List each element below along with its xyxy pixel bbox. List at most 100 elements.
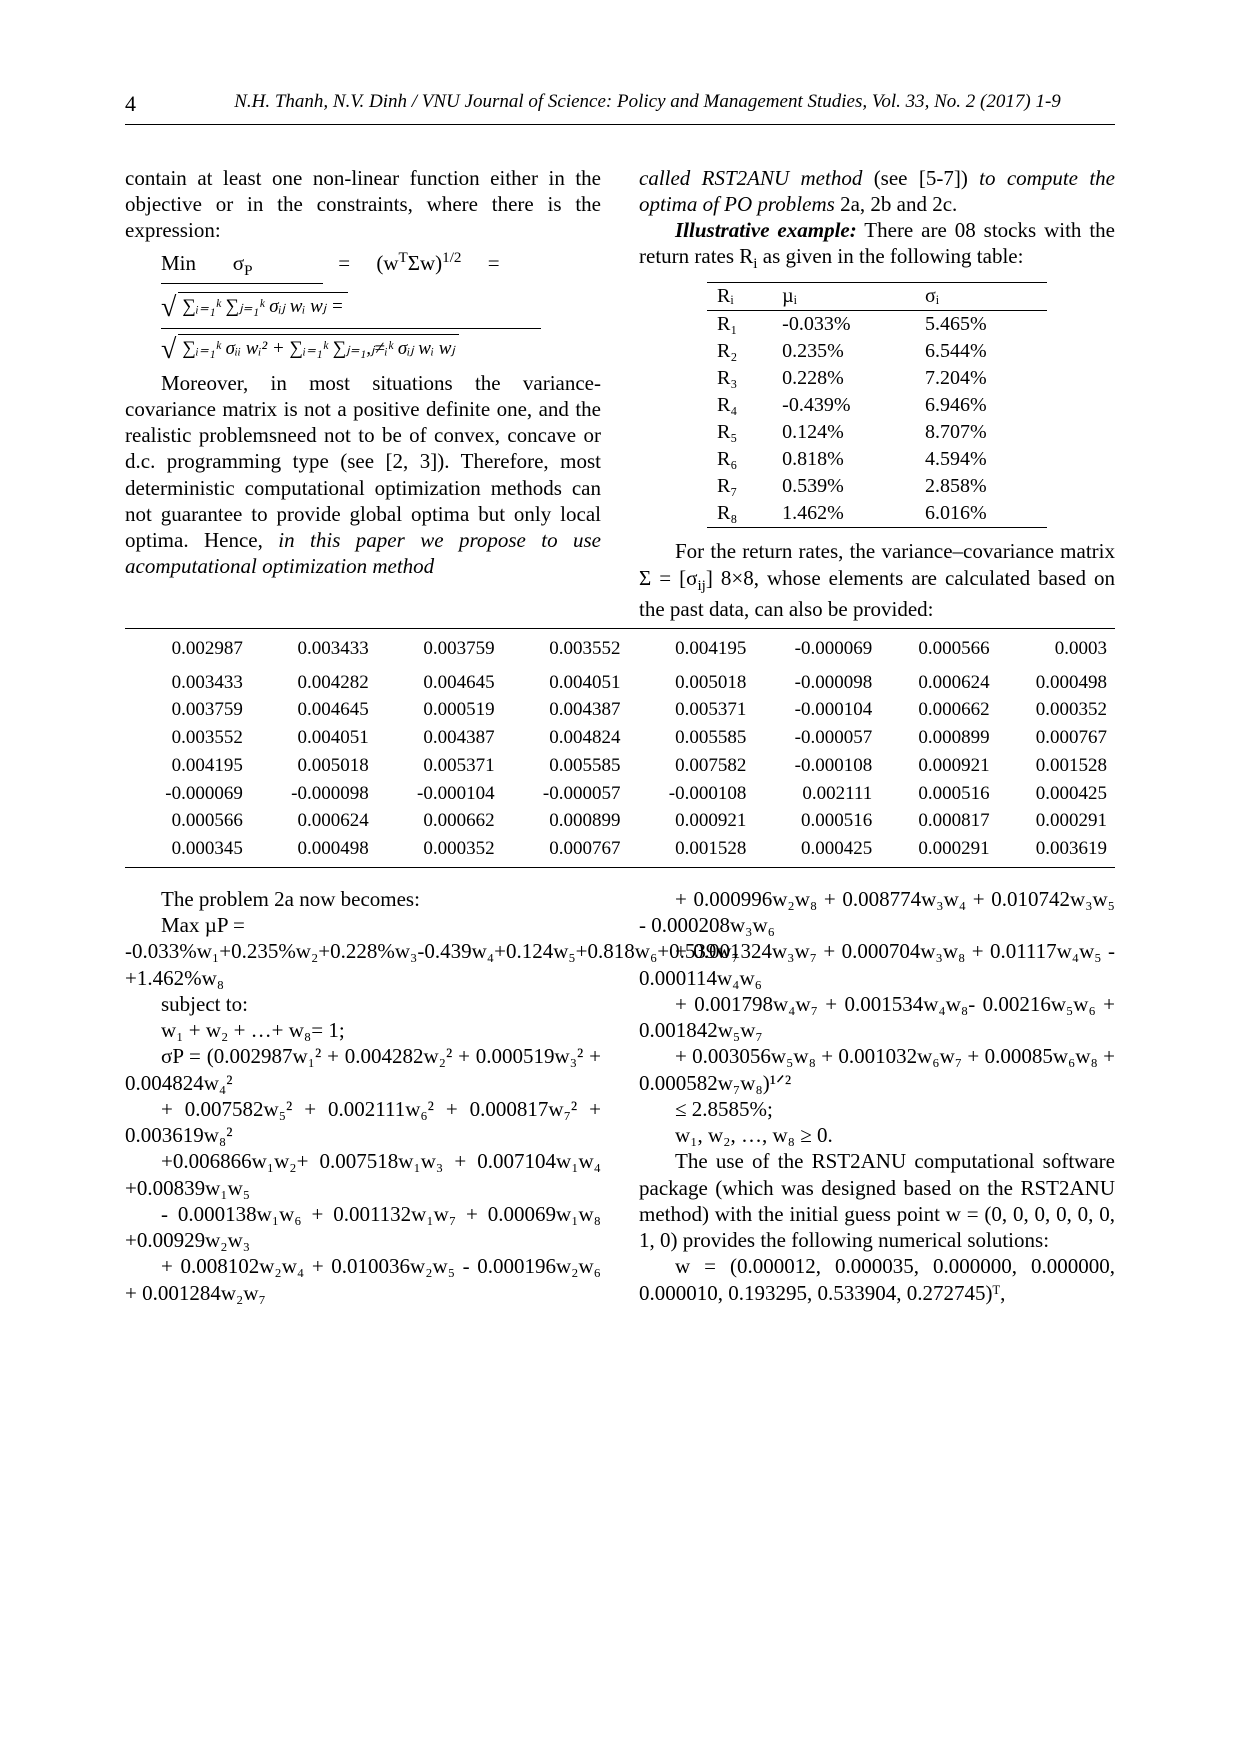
matrix-cell: 0.003552 bbox=[503, 628, 629, 668]
matrix-cell: 0.002987 bbox=[125, 628, 251, 668]
matrix-cell: 0.000566 bbox=[125, 807, 251, 835]
t: ∑ᵢ₌₁ᵏ σᵢᵢ wᵢ² + ∑ᵢ₌₁ᵏ ∑ⱼ₌₁,ⱼ≠ᵢᵏ σᵢⱼ wᵢ w… bbox=[178, 334, 458, 362]
t: (see [5-7]) bbox=[862, 166, 979, 190]
td: 4.594% bbox=[915, 446, 1047, 473]
para: Illustrative example: There are 08 stock… bbox=[639, 217, 1115, 274]
matrix-cell: 0.004387 bbox=[503, 696, 629, 724]
matrix-cell: 0.005585 bbox=[503, 752, 629, 780]
matrix-cell: 0.000921 bbox=[880, 752, 997, 780]
matrix-cell: 0.000624 bbox=[251, 807, 377, 835]
t: Moreover, in most situations the varianc… bbox=[125, 371, 601, 553]
t: = bbox=[338, 251, 350, 275]
expr: + 0.001798w₄w₇ + 0.001534w₄w₈- 0.00216w₅… bbox=[639, 991, 1115, 1044]
matrix-cell: 0.003433 bbox=[251, 628, 377, 668]
td: 5.465% bbox=[915, 311, 1047, 339]
matrix-cell: 0.007582 bbox=[629, 752, 755, 780]
t: called RST2ANU method bbox=[639, 166, 862, 190]
expr: w = (0.000012, 0.000035, 0.000000, 0.000… bbox=[639, 1253, 1115, 1306]
matrix-cell: 0.003759 bbox=[377, 628, 503, 668]
expr: +0.006866w₁w₂+ 0.007518w₁w₃ + 0.007104w₁… bbox=[125, 1148, 601, 1201]
expr: + 0.007582w₅² + 0.002111w₆² + 0.000817w₇… bbox=[125, 1096, 601, 1149]
matrix-cell: 0.004195 bbox=[629, 628, 755, 668]
t: Min bbox=[161, 251, 196, 275]
td: 8.707% bbox=[915, 419, 1047, 446]
matrix-cell: 0.001528 bbox=[629, 835, 755, 867]
expr: ≤ 2.8585%; bbox=[639, 1096, 1115, 1122]
matrix-cell: 0.004645 bbox=[377, 669, 503, 697]
td: R₅ bbox=[707, 419, 772, 446]
matrix-cell: 0.000425 bbox=[754, 835, 880, 867]
matrix-cell: 0.000899 bbox=[503, 807, 629, 835]
matrix-cell: 0.001528 bbox=[998, 752, 1115, 780]
expr: subject to: bbox=[125, 991, 601, 1017]
expr: +1.462%w₈ bbox=[125, 965, 601, 991]
th: σᵢ bbox=[915, 283, 1047, 311]
t: as given in the following table: bbox=[758, 244, 1024, 268]
matrix-cell: -0.000057 bbox=[754, 724, 880, 752]
td: 6.544% bbox=[915, 338, 1047, 365]
td: -0.033% bbox=[772, 311, 915, 339]
matrix-cell: 0.003619 bbox=[998, 835, 1115, 867]
t: T bbox=[399, 250, 408, 266]
td: R₃ bbox=[707, 365, 772, 392]
right-column: called RST2ANU method (see [5-7]) to com… bbox=[639, 165, 1115, 622]
t: ∑ᵢ₌₁ᵏ ∑ⱼ₌₁ᵏ σᵢⱼ wᵢ wⱼ = bbox=[178, 292, 347, 320]
td: R₇ bbox=[707, 473, 772, 500]
lower-right-column: + 0.000996w₂w₈ + 0.008774w₃w₄ + 0.010742… bbox=[639, 886, 1115, 1306]
t: Max µP = bbox=[161, 913, 245, 937]
matrix-cell: 0.005585 bbox=[629, 724, 755, 752]
matrix-cell: -0.000104 bbox=[377, 780, 503, 808]
matrix-cell: 0.005018 bbox=[629, 669, 755, 697]
expr: + 0.003056w₅w₈ + 0.001032w₆w₇ + 0.00085w… bbox=[639, 1043, 1115, 1096]
matrix-cell: 0.000516 bbox=[880, 780, 997, 808]
td: R₁ bbox=[707, 311, 772, 339]
expr: + 0.008102w₂w₄ + 0.010036w₂w₅ - 0.000196… bbox=[125, 1253, 601, 1306]
td: 0.235% bbox=[772, 338, 915, 365]
matrix-cell: 0.000662 bbox=[377, 807, 503, 835]
t: 2a, 2b and 2c. bbox=[835, 192, 957, 216]
matrix-cell: 0.000899 bbox=[880, 724, 997, 752]
matrix-cell: 0.000662 bbox=[880, 696, 997, 724]
matrix-cell: 0.000566 bbox=[880, 628, 997, 668]
expr: w₁ + w₂ + …+ w₈= 1; bbox=[125, 1017, 601, 1043]
matrix-cell: 0.000291 bbox=[880, 835, 997, 867]
matrix-cell: -0.000057 bbox=[503, 780, 629, 808]
matrix-cell: 0.005371 bbox=[629, 696, 755, 724]
matrix-cell: 0.000519 bbox=[377, 696, 503, 724]
matrix-cell: 0.0003 bbox=[998, 628, 1115, 668]
td: 0.818% bbox=[772, 446, 915, 473]
th: Rᵢ bbox=[707, 283, 772, 311]
para: called RST2ANU method (see [5-7]) to com… bbox=[639, 165, 1115, 218]
th: µᵢ bbox=[772, 283, 915, 311]
matrix-cell: 0.004645 bbox=[251, 696, 377, 724]
matrix-cell: 0.000352 bbox=[998, 696, 1115, 724]
matrix-cell: 0.000498 bbox=[251, 835, 377, 867]
expr: Max µP = bbox=[125, 912, 601, 938]
matrix-cell: 0.000352 bbox=[377, 835, 503, 867]
expr: + 0.001324w₃w₇ + 0.000704w₃w₈ + 0.01117w… bbox=[639, 938, 1115, 991]
para: The problem 2a now becomes: bbox=[125, 886, 601, 912]
running-head-text: N.H. Thanh, N.V. Dinh / VNU Journal of S… bbox=[180, 90, 1115, 118]
matrix-cell: 0.000624 bbox=[880, 669, 997, 697]
td: R₂ bbox=[707, 338, 772, 365]
matrix-cell: -0.000069 bbox=[125, 780, 251, 808]
matrix-cell: 0.003759 bbox=[125, 696, 251, 724]
matrix-cell: -0.000104 bbox=[754, 696, 880, 724]
t: Illustrative example: bbox=[675, 218, 857, 242]
matrix-cell: -0.000098 bbox=[754, 669, 880, 697]
td: 0.124% bbox=[772, 419, 915, 446]
para: Moreover, in most situations the varianc… bbox=[125, 370, 601, 580]
t: ] 8×8, whose elements are calculated bas… bbox=[639, 566, 1115, 621]
matrix-cell: -0.000098 bbox=[251, 780, 377, 808]
covariance-matrix: 0.0029870.0034330.0037590.0035520.004195… bbox=[125, 628, 1115, 868]
matrix-cell: -0.000069 bbox=[754, 628, 880, 668]
matrix-cell: 0.000345 bbox=[125, 835, 251, 867]
td: R₈ bbox=[707, 500, 772, 528]
matrix-cell: 0.000767 bbox=[503, 835, 629, 867]
left-column: contain at least one non-linear function… bbox=[125, 165, 601, 622]
matrix-cell: 0.004824 bbox=[503, 724, 629, 752]
expr: w₁, w₂, …, w₈ ≥ 0. bbox=[639, 1122, 1115, 1148]
expr: + 0.000996w₂w₈ + 0.008774w₃w₄ + 0.010742… bbox=[639, 886, 1115, 939]
matrix-cell: 0.000516 bbox=[754, 807, 880, 835]
matrix-cell: 0.000817 bbox=[880, 807, 997, 835]
